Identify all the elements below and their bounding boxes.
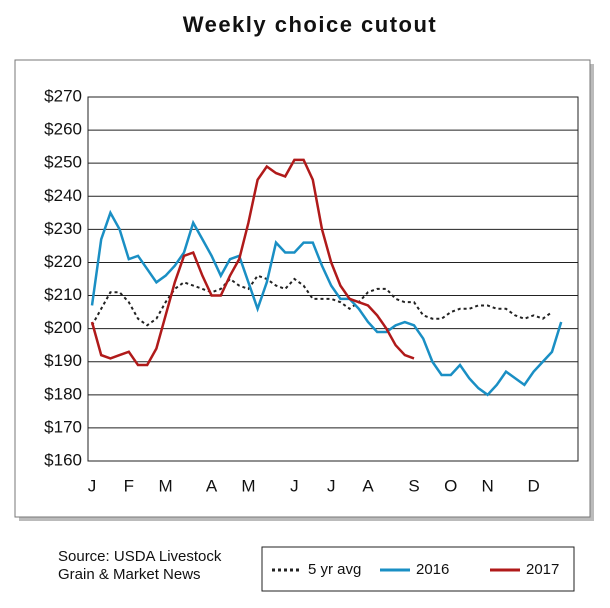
legend-label: 2016 — [416, 561, 449, 578]
y-tick-label: $160 — [44, 450, 82, 469]
y-tick-label: $230 — [44, 219, 82, 238]
y-tick-label: $250 — [44, 153, 82, 172]
y-tick-label: $210 — [44, 285, 82, 304]
x-tick-label: D — [527, 476, 539, 495]
y-tick-label: $240 — [44, 186, 82, 205]
x-tick-label: J — [88, 476, 97, 495]
y-tick-label: $170 — [44, 417, 82, 436]
y-tick-label: $200 — [44, 318, 82, 337]
series-line — [90, 209, 563, 397]
series-line — [91, 274, 553, 327]
legend-label: 5 yr avg — [308, 561, 361, 578]
x-tick-label: S — [408, 476, 419, 495]
x-tick-label: F — [124, 476, 134, 495]
y-tick-label: $190 — [44, 351, 82, 370]
x-tick-label: N — [481, 476, 493, 495]
series-line — [90, 158, 415, 367]
x-tick-label: J — [327, 476, 336, 495]
y-tick-label: $260 — [44, 120, 82, 139]
x-tick-label: A — [206, 476, 218, 495]
legend — [261, 546, 575, 592]
y-tick-label: $180 — [44, 384, 82, 403]
chart-title: Weekly choice cutout — [183, 12, 438, 37]
legend-label: 2017 — [526, 561, 559, 578]
x-tick-label: J — [290, 476, 299, 495]
source-box: Source: USDA Livestock Grain & Market Ne… — [58, 548, 222, 583]
x-tick-label: M — [241, 476, 255, 495]
y-tick-label: $220 — [44, 252, 82, 271]
source: Source: USDA Livestock Grain & Market Ne… — [58, 548, 222, 583]
x-tick-label: A — [362, 476, 374, 495]
x-tick-label: O — [444, 476, 457, 495]
x-tick-label: M — [159, 476, 173, 495]
frame — [14, 59, 591, 518]
y-tick-label: $270 — [44, 86, 82, 105]
